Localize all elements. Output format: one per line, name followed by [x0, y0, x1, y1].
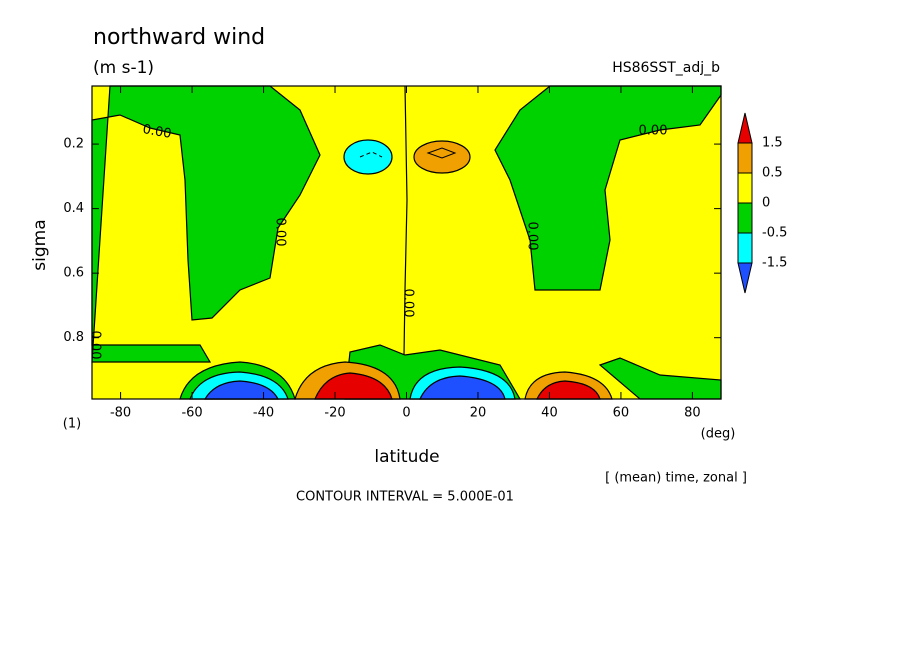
- colorbar-segment: [737, 202, 753, 234]
- colorbar-label: 0: [762, 196, 770, 211]
- region: [343, 139, 393, 175]
- averaging-note: [ (mean) time, zonal ]: [605, 471, 747, 486]
- region: [203, 380, 279, 400]
- contour-line: [403, 85, 408, 356]
- x-tick-label: -60: [181, 406, 202, 421]
- region: [494, 85, 722, 291]
- contour-interval: CONTOUR INTERVAL = 5.000E-01: [296, 490, 514, 505]
- y-tick-label: 0.8: [63, 330, 84, 345]
- x-tick-label: 60: [613, 406, 630, 421]
- colorbar-label: 0.5: [762, 166, 783, 181]
- y-tick-label: 0.6: [63, 266, 84, 281]
- x-tick-label: 40: [541, 406, 558, 421]
- colorbar-label: -1.5: [762, 256, 787, 271]
- colorbar-segment: [737, 142, 753, 174]
- colorbar-label: 1.5: [762, 136, 783, 151]
- colorbar-segment: [737, 232, 753, 264]
- region: [419, 375, 506, 400]
- chart-title: northward wind: [93, 25, 265, 50]
- contour-label: 0.00: [401, 289, 416, 318]
- contour-label: 0.00: [273, 218, 288, 247]
- x-tick-label: 80: [684, 406, 701, 421]
- x-tick-label: -20: [324, 406, 345, 421]
- chart-subtitle: (m s-1): [93, 58, 154, 78]
- region: [413, 140, 471, 174]
- contour-label: 0.00: [88, 331, 103, 360]
- colorbar-label: -0.5: [762, 226, 787, 241]
- x-axis-label: latitude: [374, 447, 439, 467]
- x-axis-unit: (deg): [701, 427, 736, 442]
- panel-label: (1): [63, 417, 81, 432]
- contour-label: 0.00: [639, 124, 668, 139]
- region: [536, 380, 601, 400]
- experiment-label: HS86SST_adj_b: [612, 60, 720, 76]
- x-tick-label: 20: [470, 406, 487, 421]
- region: [91, 85, 321, 363]
- y-tick-label: 0.4: [63, 201, 84, 216]
- region: [314, 372, 393, 400]
- y-axis-label: sigma: [30, 219, 50, 270]
- contour-label: 0.00: [525, 222, 540, 251]
- colorbar-segment: [737, 172, 753, 204]
- x-tick-label: -80: [110, 406, 131, 421]
- y-tick-label: 0.2: [63, 137, 84, 152]
- x-tick-label: -40: [253, 406, 274, 421]
- x-tick-label: 0: [402, 406, 410, 421]
- contour-label: 0.00: [141, 122, 172, 142]
- contour-field: [91, 85, 722, 400]
- contour-line: [426, 147, 457, 159]
